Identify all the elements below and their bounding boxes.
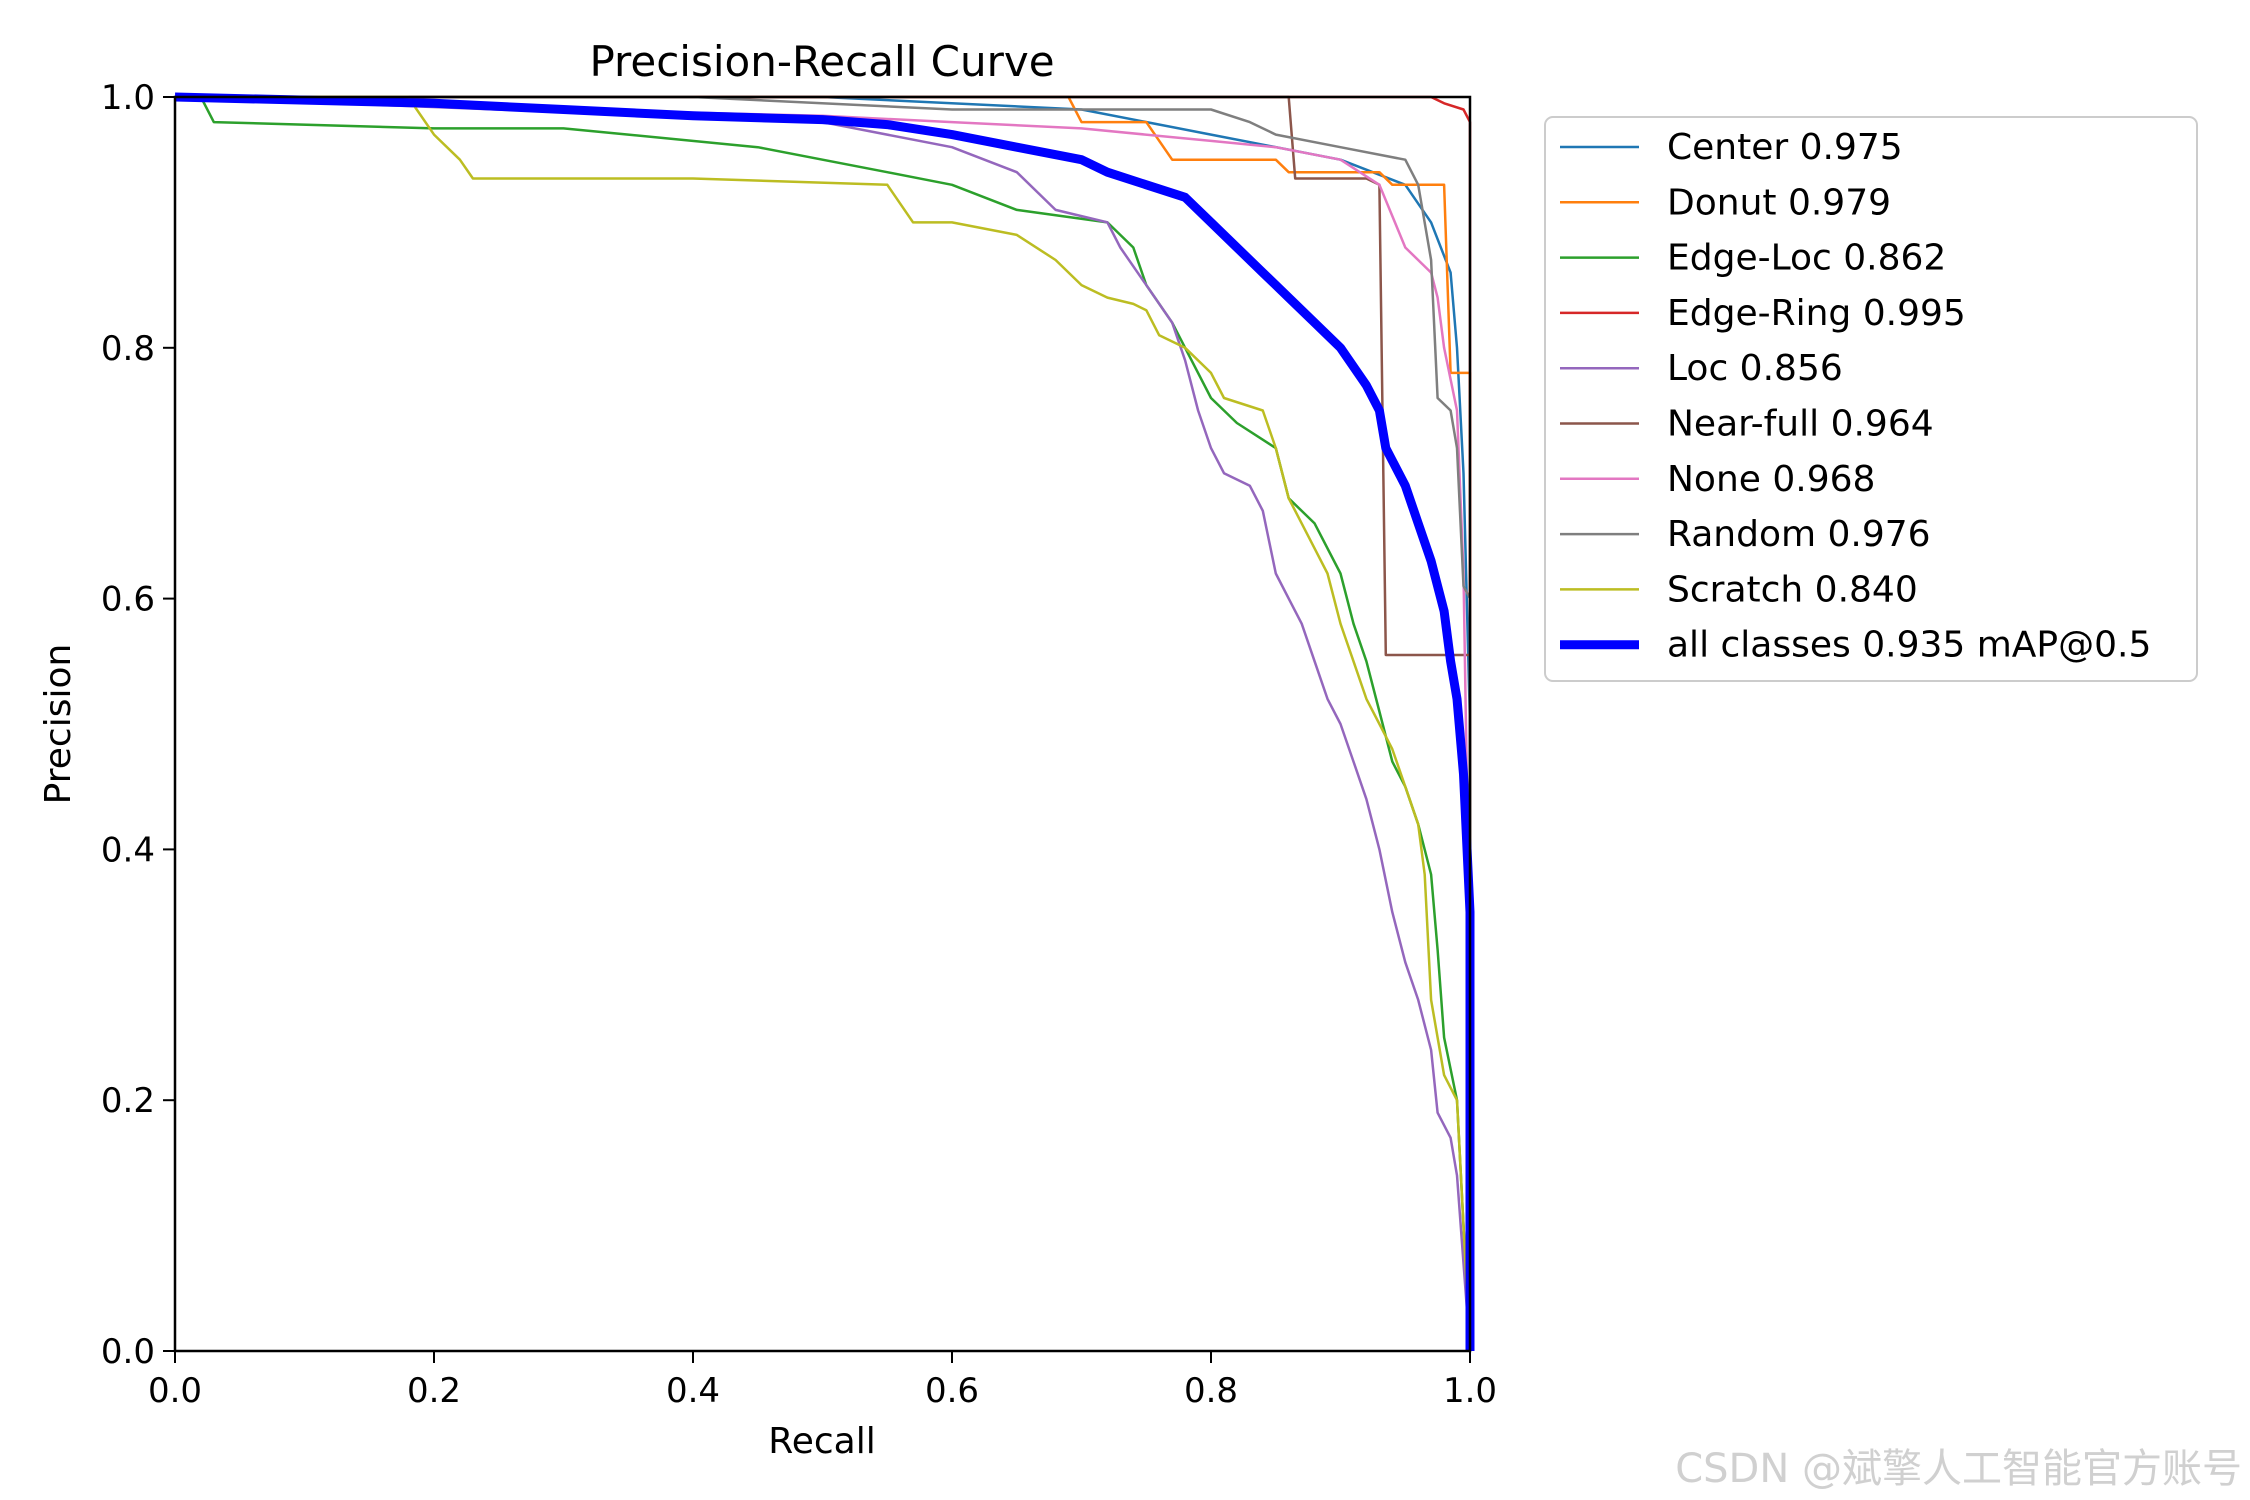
plot-area: [174, 92, 1475, 1352]
x-tick-label: 0.8: [1184, 1371, 1238, 1411]
x-tick-label: 0.4: [666, 1371, 720, 1411]
legend-label-9: all classes 0.935 mAP@0.5: [1667, 625, 2151, 666]
watermark: CSDN @斌擎人工智能官方账号: [1675, 1446, 2242, 1492]
legend-label-4: Loc 0.856: [1667, 348, 1843, 389]
series-line-7: [175, 95, 1472, 1351]
series-line-4: [174, 95, 1472, 1352]
x-tick-label: 1.0: [1443, 1371, 1497, 1411]
legend-label-5: Near-full 0.964: [1667, 404, 1934, 445]
legend-label-8: Scratch 0.840: [1667, 569, 1918, 610]
series-line-1: [175, 95, 1472, 1351]
axes-frame: [173, 95, 1472, 1353]
series-line-8: [175, 95, 1472, 1352]
y-tick-label: 0.6: [101, 580, 155, 620]
y-tick-label: 0.0: [101, 1332, 155, 1372]
y-tick-label: 0.8: [101, 329, 155, 369]
legend-label-0: Center 0.975: [1667, 127, 1903, 168]
x-axis-label: Recall: [768, 1421, 875, 1462]
series-line-9: [174, 92, 1475, 1351]
legend: Center 0.975 Donut 0.979 Edge-Loc 0.862 Edg…: [1544, 116, 2198, 682]
y-axis-label: Precision: [38, 644, 79, 805]
series-line-2: [175, 95, 1472, 1352]
legend-label-1: Donut 0.979: [1667, 182, 1891, 223]
y-tick-label: 0.4: [101, 830, 155, 870]
y-tick-label: 0.2: [101, 1081, 155, 1121]
y-axis-ticks: 0.0 0.2 0.4 0.6 0.8 1.0: [101, 78, 175, 1372]
legend-label-2: Edge-Loc 0.862: [1667, 238, 1946, 279]
legend-box: [1544, 116, 2198, 682]
x-tick-label: 0.6: [925, 1371, 979, 1411]
legend-label-6: None 0.968: [1667, 459, 1875, 500]
x-tick-label: 0.2: [407, 1371, 461, 1411]
series-line-0: [175, 95, 1472, 1351]
legend-label-3: Edge-Ring 0.995: [1667, 293, 1966, 334]
x-axis-ticks: 0.0 0.2 0.4 0.6 0.8 1.0: [148, 1351, 1497, 1411]
legend-label-7: Random 0.976: [1667, 514, 1931, 555]
chart-title: Precision-Recall Curve: [589, 37, 1054, 86]
y-tick-label: 1.0: [101, 78, 155, 118]
x-tick-label: 0.0: [148, 1371, 202, 1411]
